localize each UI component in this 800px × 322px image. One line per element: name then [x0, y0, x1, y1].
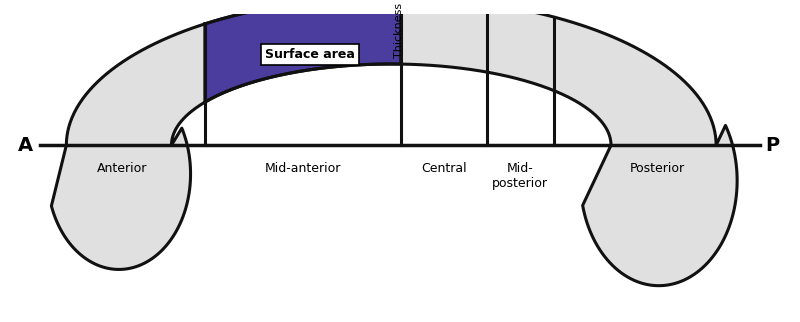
Text: Central: Central [421, 162, 466, 175]
Text: A: A [18, 136, 33, 155]
Text: Surface area: Surface area [265, 48, 355, 61]
Polygon shape [51, 0, 737, 286]
Polygon shape [205, 0, 401, 102]
Text: Posterior: Posterior [630, 162, 685, 175]
Text: Mid-anterior: Mid-anterior [265, 162, 341, 175]
Text: Mid-
posterior: Mid- posterior [492, 162, 548, 190]
Text: P: P [765, 136, 779, 155]
Text: Anterior: Anterior [97, 162, 147, 175]
Text: Thickness: Thickness [394, 3, 404, 58]
